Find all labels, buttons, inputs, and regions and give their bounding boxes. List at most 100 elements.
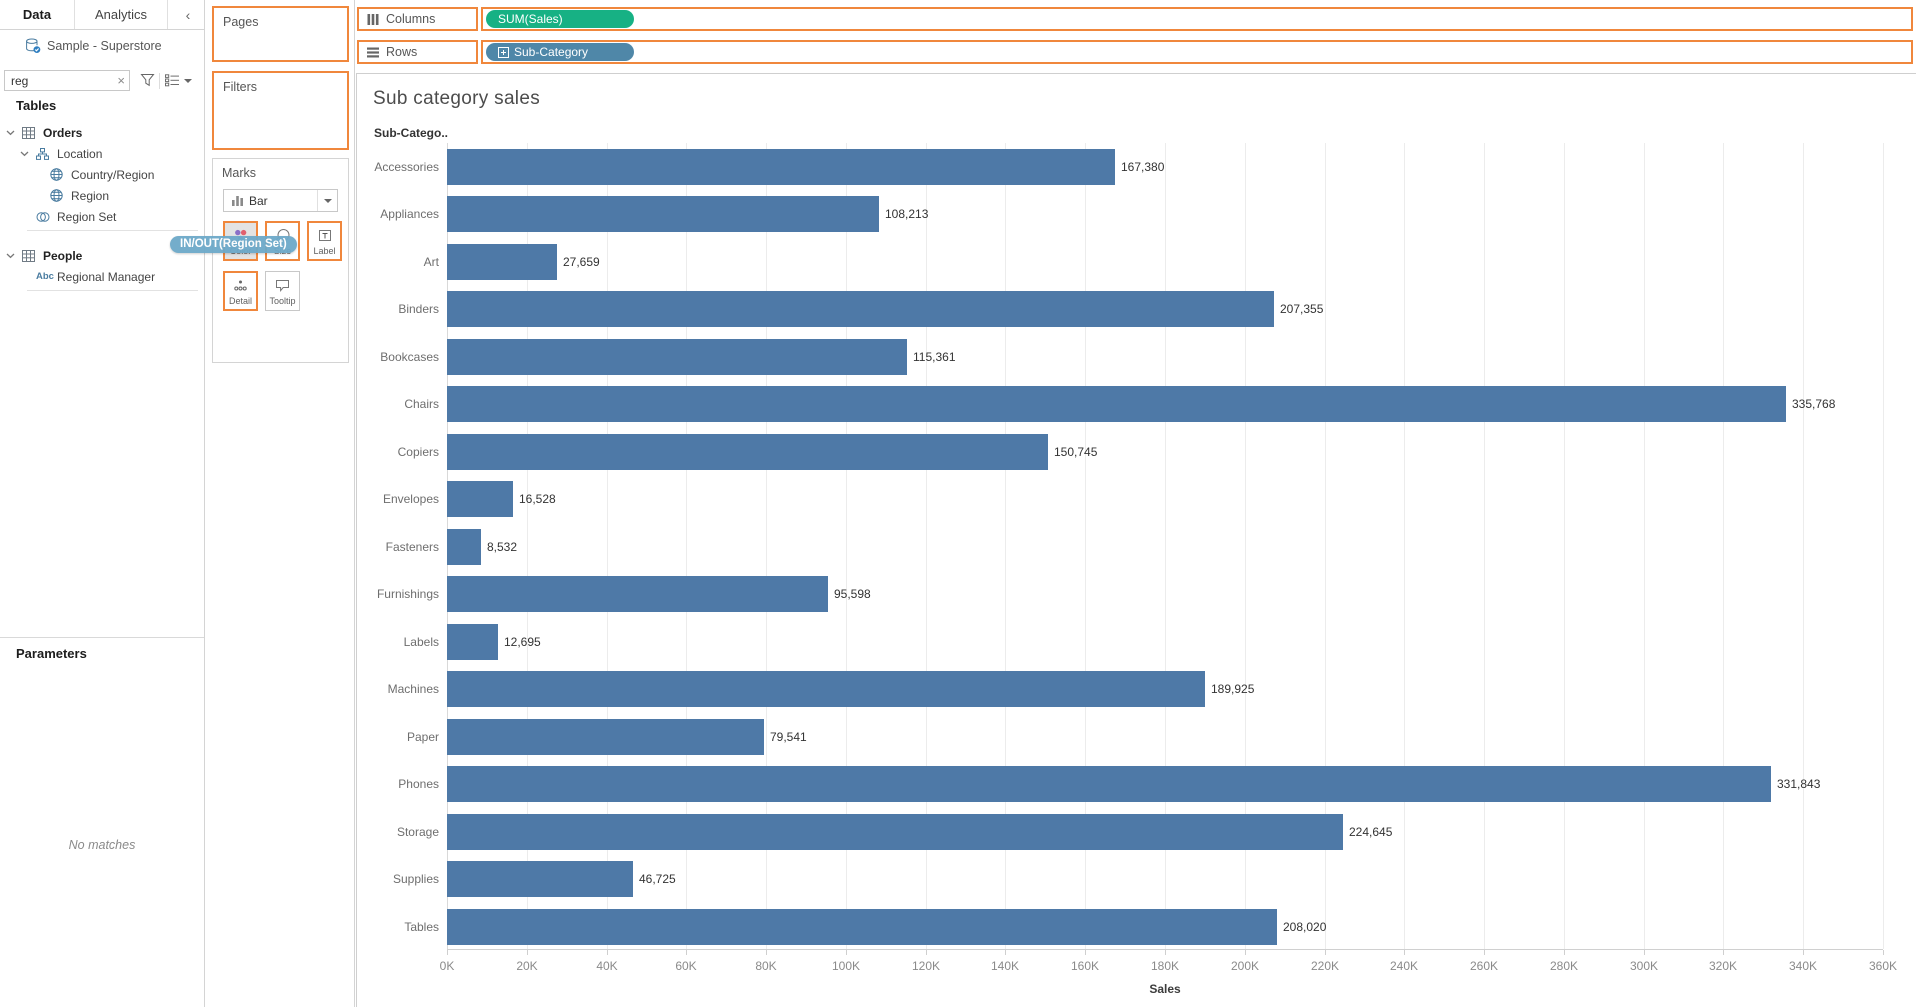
bar[interactable]	[447, 671, 1205, 707]
filters-shelf[interactable]: Filters	[212, 71, 349, 150]
row-label[interactable]: Bookcases	[380, 350, 439, 364]
value-label: 207,355	[1280, 302, 1324, 316]
row-label[interactable]: Labels	[403, 635, 439, 649]
tick-label: 80K	[755, 959, 777, 973]
columns-shelf[interactable]: SUM(Sales)	[481, 7, 1913, 31]
tick-mark	[926, 950, 927, 955]
row-label[interactable]: Phones	[398, 777, 439, 791]
sheet-title[interactable]: Sub category sales	[373, 88, 540, 109]
gridline	[846, 143, 847, 949]
row-label[interactable]: Paper	[406, 730, 439, 744]
gridline	[1325, 143, 1326, 949]
bar[interactable]	[447, 814, 1343, 850]
marks-button-detail[interactable]: Detail	[223, 271, 258, 311]
field-item-people[interactable]: People	[0, 245, 204, 266]
field-item-region-set[interactable]: Region Set	[0, 206, 204, 227]
bar[interactable]	[447, 244, 557, 280]
row-label[interactable]: Chairs	[404, 397, 439, 411]
marks-button-label[interactable]: Label	[307, 221, 342, 261]
chevron-down-icon[interactable]	[6, 130, 22, 136]
bar[interactable]	[447, 434, 1048, 470]
row-label[interactable]: Art	[423, 255, 439, 269]
bar[interactable]	[447, 149, 1115, 185]
column-field-header[interactable]: Sub-Catego..	[374, 126, 448, 140]
row-label[interactable]: Accessories	[374, 160, 439, 174]
tab-data[interactable]: Data	[0, 0, 75, 29]
value-label: 16,528	[519, 492, 556, 506]
bar[interactable]	[447, 339, 907, 375]
chevron-down-icon[interactable]	[184, 79, 192, 83]
field-item-country-region[interactable]: Country/Region	[0, 164, 204, 185]
marks-label: Marks	[222, 166, 257, 180]
set-icon	[36, 211, 55, 223]
chevron-down-icon[interactable]	[6, 253, 22, 259]
bar[interactable]	[447, 766, 1771, 802]
search-row: ×	[0, 70, 204, 92]
tab-analytics[interactable]: Analytics	[75, 0, 168, 29]
row-label[interactable]: Appliances	[380, 207, 439, 221]
gridline	[1803, 143, 1804, 949]
field-item-orders[interactable]: Orders	[0, 122, 204, 143]
tick-mark	[766, 950, 767, 955]
tick-label: 120K	[911, 959, 941, 973]
row-label[interactable]: Storage	[396, 825, 439, 839]
pages-shelf[interactable]: Pages	[212, 6, 349, 62]
pane-tabs: Data Analytics ‹	[0, 0, 204, 30]
clear-search-icon[interactable]: ×	[117, 73, 125, 88]
bar[interactable]	[447, 719, 764, 755]
expand-plus-icon[interactable]	[498, 46, 509, 58]
pill-text: SUM(Sales)	[498, 12, 563, 26]
columns-pill[interactable]: SUM(Sales)	[486, 10, 634, 28]
collapse-pane-icon[interactable]: ‹	[185, 6, 191, 23]
tick-mark	[1564, 950, 1565, 955]
gridline	[1644, 143, 1645, 949]
rows-shelf[interactable]: Sub-Category	[481, 40, 1913, 64]
marks-buttons: ColorSizeLabelDetailTooltip	[223, 221, 342, 311]
gridline	[1085, 143, 1086, 949]
separator	[27, 230, 198, 231]
bar[interactable]	[447, 909, 1277, 945]
row-label[interactable]: Binders	[398, 302, 439, 316]
bar[interactable]	[447, 386, 1786, 422]
table-icon	[22, 249, 41, 262]
chart-row-phones: Phones 331,843	[398, 760, 1883, 808]
chevron-down-icon[interactable]	[20, 151, 36, 157]
chart-row-copiers: Copiers 150,745	[398, 428, 1883, 476]
tick-mark	[527, 950, 528, 955]
bar[interactable]	[447, 576, 828, 612]
field-label: Country/Region	[71, 167, 155, 182]
bar[interactable]	[447, 624, 498, 660]
datasource-item[interactable]: Sample - Superstore	[25, 37, 162, 55]
tables-header: Tables	[16, 98, 57, 113]
globe-icon	[50, 189, 69, 202]
rows-pill[interactable]: Sub-Category	[486, 43, 634, 61]
bar[interactable]	[447, 529, 481, 565]
bar[interactable]	[447, 291, 1274, 327]
view-list-icon[interactable]	[165, 74, 180, 87]
tick-label: 180K	[1150, 959, 1180, 973]
value-label: 115,361	[913, 350, 956, 364]
field-label: Region Set	[57, 209, 117, 224]
bar[interactable]	[447, 196, 879, 232]
field-item-regional-manager[interactable]: Abc Regional Manager	[0, 266, 204, 287]
row-label[interactable]: Copiers	[397, 445, 439, 459]
tick-label: 220K	[1310, 959, 1340, 973]
field-item-location[interactable]: Location	[0, 143, 204, 164]
row-label[interactable]: Supplies	[392, 872, 439, 886]
row-label[interactable]: Machines	[387, 682, 439, 696]
row-label[interactable]: Furnishings	[376, 587, 439, 601]
marks-card: Marks Bar ColorSizeLabelDetailTooltip	[212, 158, 349, 363]
row-label[interactable]: Fasteners	[385, 540, 439, 554]
bar[interactable]	[447, 481, 513, 517]
bar[interactable]	[447, 861, 633, 897]
filter-funnel-icon[interactable]	[140, 73, 155, 87]
field-item-region[interactable]: Region	[0, 185, 204, 206]
search-input[interactable]	[5, 71, 129, 90]
row-label[interactable]: Envelopes	[382, 492, 439, 506]
marks-button-tooltip[interactable]: Tooltip	[265, 271, 300, 311]
chevron-down-icon[interactable]	[317, 190, 337, 211]
chart-row-furnishings: Furnishings 95,598	[377, 570, 1883, 618]
row-label[interactable]: Tables	[404, 920, 439, 934]
mark-type-dropdown[interactable]: Bar	[223, 189, 338, 212]
